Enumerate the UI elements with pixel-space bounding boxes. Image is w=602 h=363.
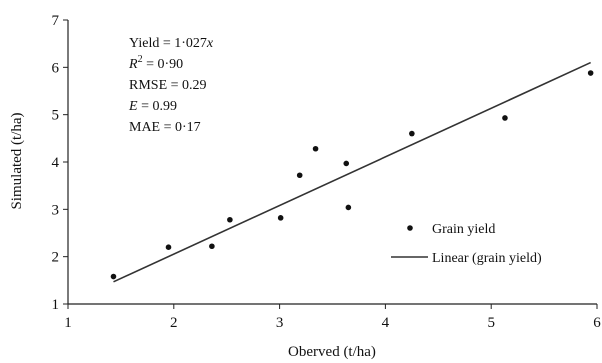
x-tick-label: 2 — [170, 315, 178, 331]
stat-r-squared: R2 = 0·90 — [128, 54, 183, 72]
y-tick-label: 5 — [52, 108, 60, 124]
data-point — [343, 160, 350, 167]
data-point — [296, 172, 303, 179]
data-point — [587, 70, 594, 76]
stat-mae: MAE = 0·17 — [129, 120, 201, 135]
data-point — [502, 115, 508, 121]
y-tick-label: 7 — [52, 13, 60, 29]
y-tick-label: 3 — [52, 202, 60, 218]
data-point — [277, 215, 284, 221]
data-point — [227, 216, 233, 223]
x-axis-title: Oberved (t/ha) — [288, 344, 376, 360]
statistics-block: Yield = 1·027x R2 = 0·90 RMSE = 0.29 E =… — [128, 36, 214, 135]
legend-points-label: Grain yield — [432, 222, 495, 237]
x-tick-label: 6 — [593, 315, 601, 331]
plot-marks — [110, 61, 594, 283]
y-tick-label: 6 — [52, 60, 60, 76]
x-tick-label: 5 — [487, 315, 495, 331]
legend-line-label: Linear (grain yield) — [432, 251, 542, 266]
data-point — [209, 243, 215, 250]
x-tick-label: 1 — [64, 315, 72, 331]
stat-efficiency: E = 0.99 — [128, 99, 177, 114]
axis-ticks: 1 2 3 4 5 6 1 2 3 4 5 6 7 — [52, 13, 602, 331]
y-tick-label: 2 — [52, 250, 60, 266]
y-axis-title: Simulated (t/ha) — [9, 112, 25, 209]
legend-point-marker — [407, 225, 413, 231]
legend: Grain yield Linear (grain yield) — [391, 222, 542, 266]
data-point — [312, 145, 319, 152]
trend-line — [113, 61, 591, 283]
data-point — [165, 244, 172, 250]
y-tick-label: 1 — [52, 297, 60, 313]
data-point — [345, 204, 352, 211]
data-point — [110, 273, 117, 280]
stat-yield-equation: Yield = 1·027x — [129, 36, 214, 51]
x-tick-label: 3 — [276, 315, 284, 331]
y-tick-label: 4 — [52, 155, 60, 171]
x-tick-label: 4 — [382, 315, 390, 331]
stat-rmse: RMSE = 0.29 — [129, 78, 207, 93]
data-point — [409, 130, 415, 137]
